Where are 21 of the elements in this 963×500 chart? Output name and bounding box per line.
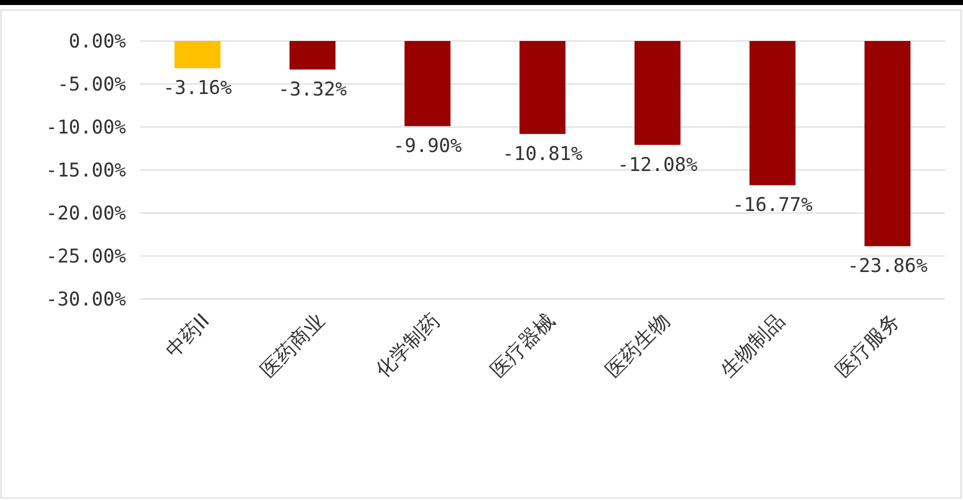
y-tick-label: -25.00% [46,246,127,268]
x-tick-label: 化学制药 [370,308,444,382]
x-tick-label: 医疗服务 [830,308,904,382]
y-tick-label: 0.00% [68,30,127,53]
y-tick-label: -5.00% [57,74,127,96]
y-tick-label: -15.00% [46,160,127,182]
x-tick-label: 医疗器械 [485,308,559,382]
y-tick-label: -30.00% [46,288,127,311]
data-label: -12.08% [617,154,698,176]
data-label: -10.81% [502,142,584,165]
x-tick-label: 生物制品 [715,308,789,382]
data-label: -16.77% [732,194,814,216]
y-tick-label: -10.00% [46,116,127,139]
x-tick-label: 医药生物 [600,308,674,382]
data-label: -9.90% [393,135,462,158]
data-label: -3.32% [278,78,348,101]
data-label: -23.86% [847,255,928,278]
y-tick-label: -20.00% [46,202,127,225]
x-tick-label: 医药商业 [255,308,329,382]
data-label: -3.16% [163,77,232,100]
x-tick-label: 中药II [160,308,214,362]
